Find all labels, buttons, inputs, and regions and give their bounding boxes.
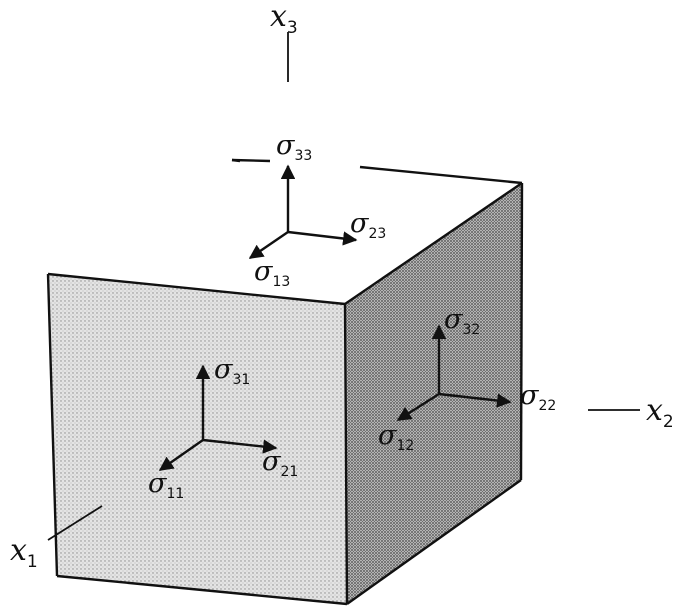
x2-axis-label: x2 xyxy=(646,393,674,432)
sigma11-arrow xyxy=(158,439,204,471)
axis-lines xyxy=(47,32,640,541)
front-face-arrows xyxy=(158,364,278,471)
sigma13-label: σ13 xyxy=(254,256,290,290)
sigma22-label: σ22 xyxy=(520,380,556,414)
x1-axis-label: x1 xyxy=(10,533,38,572)
cube-top-face xyxy=(48,160,522,304)
sigma31-label: σ31 xyxy=(214,354,250,388)
side-face-arrows xyxy=(396,324,512,422)
sigma23-arrow xyxy=(287,230,358,246)
sigma21-label: σ21 xyxy=(262,446,298,480)
x3-axis-label: x3 xyxy=(270,0,298,38)
sigma32-label: σ32 xyxy=(444,304,480,338)
sigma11-label: σ11 xyxy=(148,468,184,502)
sigma12-label: σ12 xyxy=(378,420,414,454)
sigma21-arrow xyxy=(202,438,278,454)
cube-edges xyxy=(46,158,524,606)
top-face-arrows xyxy=(248,164,358,259)
sigma13-arrow xyxy=(248,231,289,259)
sigma33-label: σ33 xyxy=(276,130,312,164)
x1-axis-line xyxy=(47,505,103,541)
sigma12-arrow xyxy=(396,392,440,422)
cube-side-face xyxy=(345,183,522,604)
sigma23-label: σ23 xyxy=(350,208,386,242)
sigma22-arrow xyxy=(438,392,512,408)
cube-front-face xyxy=(48,274,347,604)
